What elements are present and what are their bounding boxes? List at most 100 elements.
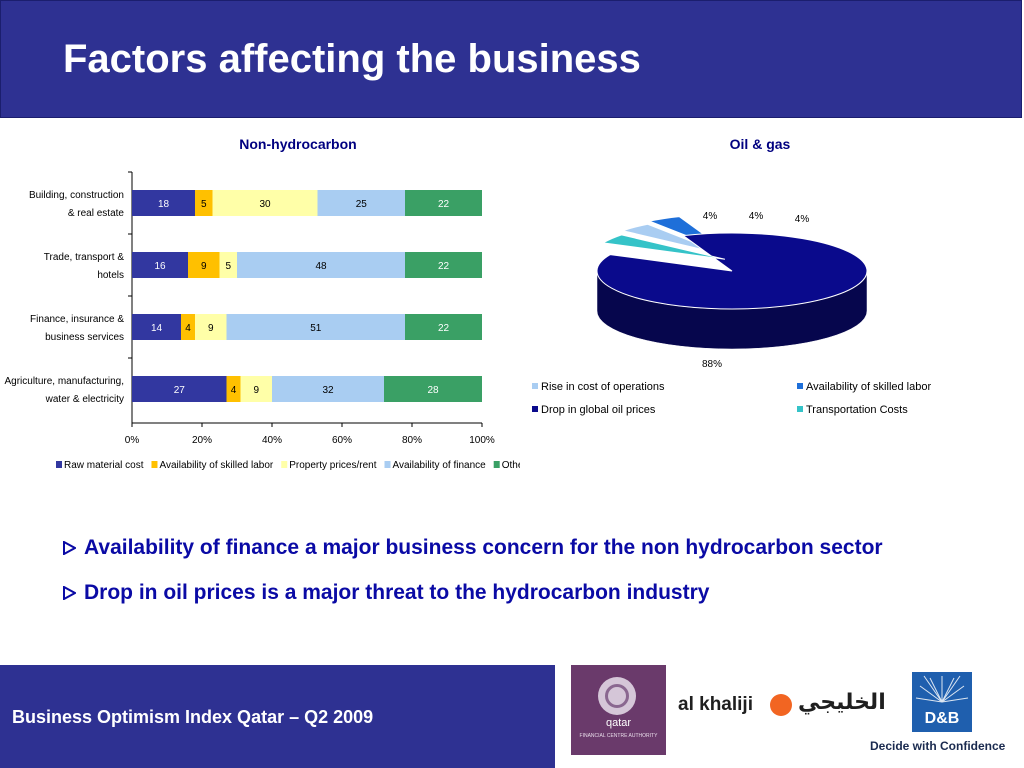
data-label: 25 bbox=[356, 199, 368, 210]
legend-swatch bbox=[493, 461, 500, 468]
data-label: 16 bbox=[154, 261, 166, 272]
data-label: 27 bbox=[174, 385, 186, 396]
x-tick-label: 80% bbox=[402, 435, 422, 446]
data-label: 5 bbox=[201, 199, 207, 210]
x-tick-label: 100% bbox=[469, 435, 495, 446]
non-hydrocarbon-bar-chart: 0% 20% 40% 60% 80% 100% Building, construction… bbox=[4, 171, 520, 471]
bar-segment bbox=[188, 252, 220, 278]
data-label: 30 bbox=[259, 199, 271, 210]
bar-segment bbox=[132, 314, 181, 340]
bullet-item: Availability of finance a major business… bbox=[62, 532, 992, 563]
category-label: water & electricity bbox=[45, 394, 124, 405]
bar-segment bbox=[237, 252, 405, 278]
footer-banner: Business Optimism Index Qatar – Q2 2009 bbox=[0, 665, 555, 768]
slice-label: 88% bbox=[702, 359, 722, 370]
data-label: 32 bbox=[322, 385, 334, 396]
bar-segment bbox=[195, 190, 213, 216]
bar-segment bbox=[405, 190, 482, 216]
key-findings: Availability of finance a major business… bbox=[62, 532, 992, 622]
footer-title: Business Optimism Index Qatar – Q2 2009 bbox=[12, 707, 374, 727]
db-tagline: Decide with Confidence bbox=[870, 739, 1006, 753]
data-label: 28 bbox=[427, 385, 439, 396]
legend-label: Rise in cost of operations bbox=[541, 381, 665, 393]
pie-chart-title: Oil & gas bbox=[729, 136, 791, 152]
bar-segment bbox=[195, 314, 227, 340]
alkhaliji-arabic-name: الخليجي bbox=[798, 690, 886, 715]
legend-label: Raw material cost bbox=[64, 460, 144, 471]
category-label: & real estate bbox=[68, 208, 125, 219]
bar-segment bbox=[405, 252, 482, 278]
x-tick-label: 20% bbox=[192, 435, 212, 446]
arrow-bullet-icon bbox=[63, 541, 76, 555]
bar-segment bbox=[132, 190, 195, 216]
slice-label: 4% bbox=[795, 214, 810, 225]
legend-swatch bbox=[384, 461, 391, 468]
db-starburst-icon bbox=[915, 675, 969, 703]
bullet-item: Drop in oil prices is a major threat to … bbox=[62, 577, 992, 608]
data-label: 22 bbox=[438, 199, 450, 210]
alkhaliji-logo: al khaliji الخليجي bbox=[678, 688, 893, 728]
category-label: Agriculture, manufacturing, bbox=[4, 376, 124, 387]
data-label: 9 bbox=[208, 323, 214, 334]
header-banner: Factors affecting the business bbox=[0, 0, 1022, 118]
category-label: Trade, transport & bbox=[44, 252, 125, 263]
bar-segment bbox=[240, 376, 272, 402]
data-label: 9 bbox=[253, 385, 259, 396]
bar-segment bbox=[226, 376, 241, 402]
data-label: 9 bbox=[201, 261, 207, 272]
bar-segment bbox=[181, 314, 195, 340]
category-label: Building, construction bbox=[29, 190, 124, 201]
pie-slice bbox=[596, 232, 868, 310]
qfca-logo: qatar FINANCIAL CENTRE AUTHORITY bbox=[571, 665, 666, 755]
bar-segment bbox=[272, 376, 384, 402]
data-label: 4 bbox=[185, 323, 191, 334]
bar-segment bbox=[405, 314, 482, 340]
bar-segment bbox=[132, 376, 227, 402]
legend-swatch bbox=[151, 461, 158, 468]
qfca-logo-name: qatar bbox=[605, 717, 632, 729]
category-label: hotels bbox=[97, 270, 124, 281]
bar-segment bbox=[226, 314, 405, 340]
x-tick-label: 60% bbox=[332, 435, 352, 446]
bullet-text: Availability of finance a major business… bbox=[84, 536, 883, 559]
data-label: 22 bbox=[438, 323, 450, 334]
bar-segment bbox=[384, 376, 482, 402]
legend-label: Availability of finance bbox=[393, 460, 487, 471]
legend-label: Drop in global oil prices bbox=[541, 404, 656, 416]
category-label: Finance, insurance & bbox=[30, 314, 124, 325]
x-tick-label: 0% bbox=[125, 435, 140, 446]
legend-swatch bbox=[56, 461, 62, 468]
category-label: business services bbox=[45, 332, 124, 343]
data-label: 48 bbox=[315, 261, 327, 272]
legend-swatch bbox=[281, 461, 288, 468]
legend-label: Transportation Costs bbox=[806, 404, 908, 416]
legend-label: Property prices/rent bbox=[289, 460, 376, 471]
legend-label: Availability of skilled labor bbox=[159, 460, 273, 471]
data-label: 22 bbox=[438, 261, 450, 272]
x-tick-label: 40% bbox=[262, 435, 282, 446]
db-logo-mark: D&B bbox=[924, 710, 960, 727]
slice-label: 4% bbox=[749, 211, 764, 222]
bullet-text: Drop in oil prices is a major threat to … bbox=[84, 581, 710, 604]
qfca-logo-subtitle: FINANCIAL CENTRE AUTHORITY bbox=[579, 733, 658, 739]
legend-label: Others bbox=[502, 460, 520, 471]
legend-swatch bbox=[797, 406, 803, 412]
legend-swatch bbox=[797, 383, 803, 389]
legend-swatch bbox=[532, 406, 538, 412]
pie-slice bbox=[601, 234, 726, 260]
bar-segment bbox=[132, 252, 188, 278]
alkhaliji-latin-name: al khaliji bbox=[678, 694, 753, 715]
bar-chart-title: Non-hydrocarbon bbox=[239, 136, 357, 152]
data-label: 51 bbox=[310, 323, 322, 334]
data-label: 14 bbox=[151, 323, 163, 334]
bar-segment bbox=[219, 252, 237, 278]
legend-swatch bbox=[532, 383, 538, 389]
page-title: Factors affecting the business bbox=[63, 37, 641, 81]
legend-label: Availability of skilled labor bbox=[806, 381, 931, 393]
data-label: 4 bbox=[231, 385, 237, 396]
alkhaliji-mark-icon bbox=[770, 694, 792, 716]
arrow-bullet-icon bbox=[63, 586, 76, 600]
data-label: 5 bbox=[225, 261, 231, 272]
oil-gas-pie-chart: 4% 4% 88% 4% Rise in cost of operations Avail… bbox=[532, 211, 931, 416]
db-logo: D&B bbox=[912, 672, 972, 732]
